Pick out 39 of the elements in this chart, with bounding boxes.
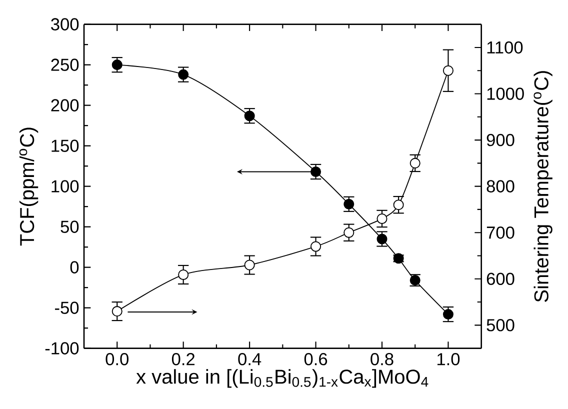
point [344, 227, 354, 238]
y-tick-label: 300 [51, 18, 79, 30]
x-tick-label: 0.4 [238, 352, 262, 366]
point [393, 199, 404, 210]
y-tick-label: 200 [51, 99, 79, 112]
y-axis-title: TCF(ppm/$^{o}$C) [19, 128, 38, 246]
y2-tick-label: 900 [486, 134, 514, 146]
point [376, 234, 388, 244]
y-tick-label: 150 [52, 140, 79, 152]
point [376, 213, 388, 224]
y-tick-label: -50 [55, 302, 79, 314]
x-tick-label: 0.2 [172, 352, 195, 366]
point [178, 269, 189, 280]
text: x value in [(Li$_{0.5}$Bi$_{0.5}$)$_{1-x}$Ca$_{x}$]MoO$_{4}$ [136, 368, 428, 388]
y2-tick-label: 500 [486, 318, 514, 332]
y2-axis-title: Sintering Temperature($^{o}$C) [534, 70, 552, 302]
point [310, 241, 322, 252]
point [178, 69, 189, 80]
point [244, 110, 255, 121]
point [410, 158, 420, 168]
y2-tick-label: 800 [486, 180, 514, 192]
y2-tick-label: 600 [486, 272, 514, 285]
y2-tick-label: 700 [486, 226, 514, 239]
point [244, 260, 255, 270]
y-tick-label: 0 [70, 261, 79, 274]
y2-tick-label: 1000 [487, 87, 524, 100]
y-tick-label: -100 [45, 342, 79, 354]
y-tick-label: 100 [52, 180, 79, 192]
y-tick-label: 250 [51, 58, 79, 71]
y2-tick-label: 1100 [487, 41, 523, 54]
x-tick-label: 0.0 [106, 352, 128, 366]
point [112, 306, 122, 316]
x-tick-label: 1.0 [437, 352, 460, 366]
x-tick-label: 0.8 [370, 352, 394, 366]
point [442, 65, 454, 76]
y-tick-label: 50 [60, 220, 79, 233]
point [344, 198, 354, 210]
point [310, 166, 322, 177]
x-tick-label: 0.6 [304, 352, 328, 366]
